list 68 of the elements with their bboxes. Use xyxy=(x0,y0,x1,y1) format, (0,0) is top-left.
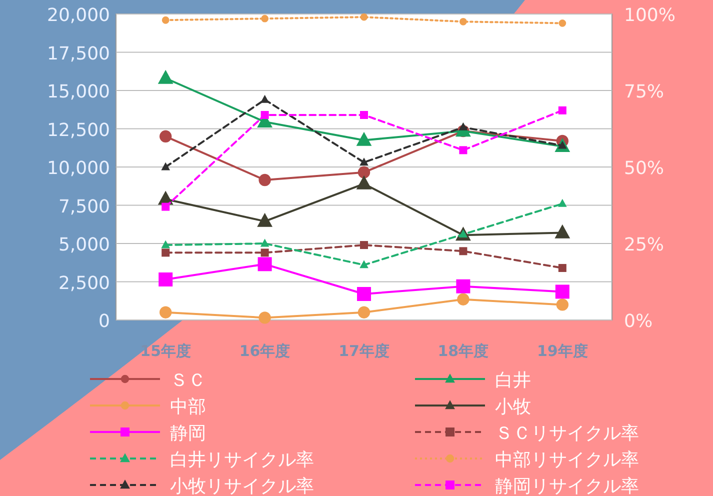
point xyxy=(555,284,570,299)
y-tick-label: 2,500 xyxy=(58,272,110,294)
point xyxy=(260,110,269,119)
x-tick-label: 15年度 xyxy=(140,342,192,360)
point xyxy=(558,106,566,114)
x-tick-label: 17年度 xyxy=(338,342,390,360)
y-tick-label: 12,500 xyxy=(47,120,110,141)
x-tick-label: 16年度 xyxy=(239,342,290,360)
point xyxy=(556,298,568,311)
point xyxy=(257,212,272,227)
point xyxy=(456,279,470,294)
point xyxy=(360,158,368,166)
point xyxy=(554,224,570,238)
legend-label: ＳＣリサイクル率 xyxy=(495,423,639,444)
y2-tick-label: 25% xyxy=(624,234,664,256)
point xyxy=(160,130,172,142)
point xyxy=(260,248,269,257)
point xyxy=(358,306,370,318)
y2-tick-label: 75% xyxy=(624,82,664,102)
legend-label: 静岡リサイクル率 xyxy=(495,476,639,496)
point xyxy=(158,272,173,286)
point xyxy=(360,13,368,21)
legend-label: 中部リサイクル率 xyxy=(495,450,639,470)
point xyxy=(459,146,468,154)
legend-label: ＳＣ xyxy=(170,370,206,391)
x-tick-label: 19年度 xyxy=(536,342,588,360)
legend-label: 中部 xyxy=(170,396,206,418)
point xyxy=(162,16,170,24)
legend-label: 小牧リサイクル率 xyxy=(170,476,314,496)
y2-tick-label: 100% xyxy=(624,5,676,26)
y-tick-label: 10,000 xyxy=(47,158,110,179)
point xyxy=(457,293,470,306)
point xyxy=(258,174,271,186)
legend-label: 小牧 xyxy=(495,396,531,418)
point xyxy=(460,18,467,26)
point xyxy=(358,166,370,178)
point xyxy=(258,257,272,272)
point xyxy=(260,238,270,247)
point xyxy=(459,247,468,256)
point xyxy=(558,198,567,207)
point xyxy=(161,162,170,170)
point xyxy=(558,264,566,272)
x-tick-label: 18年度 xyxy=(438,342,489,360)
point xyxy=(161,240,170,248)
legend-label: 静岡 xyxy=(170,423,206,444)
point xyxy=(160,306,172,318)
y-tick-label: 20,000 xyxy=(47,5,110,26)
y2-tick-label: 0% xyxy=(624,311,653,332)
point xyxy=(258,312,271,324)
point xyxy=(261,14,268,22)
y-tick-label: 7,500 xyxy=(58,196,110,218)
y2-tick-label: 50% xyxy=(624,158,664,179)
legend-label: 白井リサイクル率 xyxy=(170,450,314,470)
point xyxy=(360,110,368,119)
point xyxy=(360,241,368,250)
point xyxy=(558,19,566,27)
point xyxy=(162,248,170,257)
y-tick-label: 17,500 xyxy=(47,43,110,64)
point xyxy=(158,70,174,84)
legend-label: 白井 xyxy=(495,370,531,391)
point xyxy=(356,175,372,190)
y-tick-label: 15,000 xyxy=(47,82,110,102)
point xyxy=(357,286,371,301)
point xyxy=(356,132,372,146)
y-tick-label: 5,000 xyxy=(58,234,110,256)
point xyxy=(360,260,368,268)
y-tick-label: 0 xyxy=(98,311,110,332)
point xyxy=(162,202,170,211)
